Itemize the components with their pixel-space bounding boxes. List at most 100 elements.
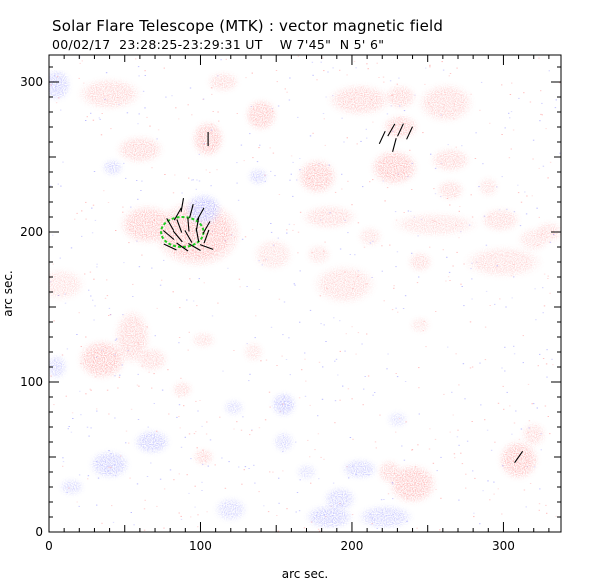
- positive-polarity-patch: [298, 159, 337, 194]
- noise-speck: [546, 349, 548, 351]
- noise-speck: [222, 370, 224, 372]
- positive-polarity-patch-core: [194, 334, 213, 346]
- noise-speck: [295, 441, 297, 443]
- noise-speck: [452, 265, 454, 267]
- noise-speck: [81, 235, 83, 237]
- noise-speck: [186, 299, 188, 301]
- noise-speck: [91, 232, 94, 234]
- positive-polarity-patch: [522, 423, 546, 446]
- noise-speck: [433, 188, 435, 190]
- noise-speck: [362, 404, 364, 406]
- noise-speck: [409, 149, 411, 151]
- noise-speck: [87, 475, 90, 477]
- noise-speck: [349, 437, 352, 438]
- noise-speck: [60, 185, 62, 187]
- noise-speck: [417, 444, 419, 446]
- noise-speck: [472, 470, 474, 472]
- noise-speck: [362, 186, 364, 188]
- noise-speck: [334, 191, 337, 193]
- field-vector: [173, 207, 182, 221]
- noise-speck: [62, 161, 64, 163]
- noise-speck: [346, 137, 348, 139]
- noise-speck: [515, 410, 517, 412]
- noise-speck: [460, 283, 462, 285]
- noise-speck: [347, 180, 349, 182]
- noise-speck: [296, 179, 298, 181]
- x-tick-label: 0: [45, 539, 53, 553]
- negative-polarity-patch: [297, 464, 316, 480]
- vector-layer: [162, 123, 524, 464]
- noise-speck: [151, 167, 153, 169]
- noise-speck: [383, 499, 385, 500]
- noise-speck: [434, 167, 437, 169]
- noise-speck: [502, 385, 504, 387]
- noise-speck: [348, 477, 350, 479]
- noise-speck: [455, 353, 457, 355]
- noise-speck: [97, 477, 100, 479]
- noise-speck: [441, 61, 443, 63]
- noise-speck: [150, 462, 152, 464]
- noise-speck: [459, 206, 461, 207]
- noise-speck: [505, 306, 507, 308]
- noise-speck: [241, 483, 243, 485]
- noise-speck: [440, 456, 442, 458]
- noise-speck: [78, 505, 80, 507]
- positive-polarity-patch-core: [435, 151, 466, 169]
- noise-speck: [490, 449, 493, 451]
- noise-speck: [463, 305, 465, 307]
- noise-speck: [197, 410, 199, 412]
- noise-speck: [540, 113, 542, 115]
- positive-polarity-patch-core: [386, 118, 415, 136]
- noise-speck: [470, 194, 472, 196]
- noise-speck: [442, 249, 444, 251]
- noise-speck: [293, 224, 295, 226]
- noise-speck: [179, 307, 181, 309]
- noise-speck: [372, 121, 374, 123]
- negative-polarity-patch-core: [364, 508, 407, 526]
- noise-speck: [86, 426, 89, 428]
- noise-speck: [509, 405, 511, 407]
- noise-speck: [163, 67, 165, 69]
- noise-speck: [70, 431, 73, 433]
- noise-speck: [403, 110, 406, 112]
- noise-speck: [435, 311, 437, 312]
- noise-speck: [510, 148, 512, 150]
- noise-speck: [526, 195, 528, 197]
- noise-speck: [197, 514, 199, 516]
- noise-speck: [108, 307, 111, 309]
- positive-polarity-patch: [535, 222, 561, 242]
- noise-speck: [137, 198, 139, 200]
- field-vector: [203, 229, 210, 244]
- noise-speck: [122, 211, 124, 213]
- negative-polarity-patch-core: [327, 490, 352, 508]
- noise-speck: [504, 127, 506, 129]
- noise-speck: [171, 95, 173, 97]
- noise-speck: [253, 464, 255, 466]
- noise-speck: [96, 408, 98, 410]
- noise-speck: [404, 295, 407, 297]
- noise-speck: [288, 337, 290, 339]
- noise-speck: [244, 466, 247, 468]
- positive-polarity-patch-core: [49, 272, 80, 297]
- noise-speck: [559, 152, 561, 154]
- noise-speck: [342, 385, 344, 387]
- field-vector: [392, 138, 397, 152]
- noise-speck: [55, 102, 58, 104]
- noise-speck: [542, 312, 544, 314]
- noise-speck: [243, 469, 245, 471]
- noise-speck: [146, 476, 149, 477]
- negative-polarity-patch-core: [298, 466, 315, 478]
- noise-speck: [203, 282, 205, 284]
- positive-polarity-patch-core: [118, 316, 146, 358]
- noise-speck: [163, 259, 165, 261]
- noise-speck: [70, 247, 73, 249]
- positive-polarity-patch-core: [480, 179, 496, 195]
- noise-speck: [225, 58, 227, 60]
- noise-speck: [513, 276, 515, 278]
- noise-speck: [366, 63, 368, 65]
- positive-polarity-patch-core: [524, 425, 543, 444]
- noise-speck: [288, 99, 291, 101]
- noise-speck: [532, 158, 534, 160]
- positive-polarity-patch: [172, 382, 192, 397]
- noise-speck: [86, 116, 88, 118]
